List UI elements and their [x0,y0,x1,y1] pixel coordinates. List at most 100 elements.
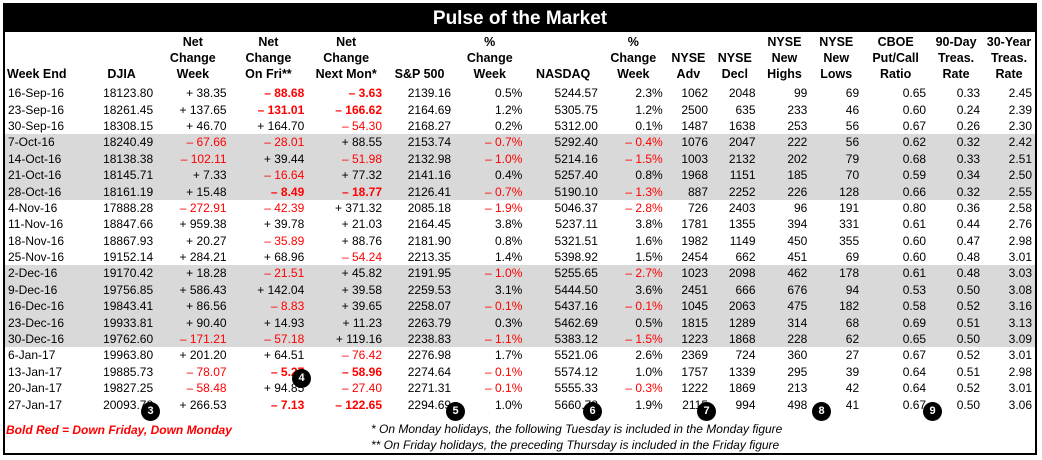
table-cell: 213 [787,381,808,396]
column-header: NYSE New Lows [810,32,862,85]
table-cell: 1.0% [635,364,663,379]
page-title: Pulse of the Market [5,5,1035,32]
badge-8: 8 [812,402,831,421]
table-cell: 2098 [711,265,759,282]
column-header: % Change Week [601,32,666,85]
table-cell: 0.52 [956,348,981,363]
table-cell: 0.50 [956,397,981,412]
table-cell: 0.8% [495,233,523,248]
column-header-line: New [823,51,850,65]
table-cell: 5046.37 [554,200,598,215]
column-header-line: Next Mon* [315,67,377,81]
table-cell: – 131.01 [257,102,305,117]
table-cell: 662 [735,250,756,265]
table-cell: 0.61 [862,265,930,282]
badge-7: 7 [697,402,716,421]
table-cell: + 90.40 [156,314,230,331]
table-cell: 0.60 [902,233,927,248]
table-cell: 1076 [665,134,712,151]
table-cell: 0.33 [956,86,981,101]
column-header: NYSE Adv [666,32,711,85]
table-cell: 0.53 [862,281,930,299]
table-cell: + 14.93 [229,314,308,331]
table-cell: 5321.51 [554,233,598,248]
table-cell: 394 [787,217,808,232]
column-header-line: 90-Day [935,35,977,49]
table-cell: – 28.01 [229,134,308,151]
table-cell: 1339 [728,364,756,379]
table-cell: 18261.45 [103,102,154,117]
table-cell: + 959.38 [179,217,227,232]
table-cell: 23-Sep-16 [8,102,65,117]
footnote-friday: ** On Friday holidays, the preceding Thu… [371,438,780,452]
table-cell: 5574.12 [554,364,598,379]
table-cell: 1.0% [495,397,523,412]
table-cell: 0.1% [635,118,663,133]
table-cell: 94 [810,281,863,299]
table-cell: 2153.74 [385,134,455,151]
table-cell: 3.1% [454,281,526,299]
table-cell: 2.50 [983,166,1035,184]
table-cell: 676 [758,281,811,299]
table-cell: 1222 [681,381,709,396]
table-cell: 5237.11 [555,217,598,232]
table-cell: – 1.3% [600,183,666,200]
table-cell: – 67.66 [156,134,230,151]
column-header: Net Change On Fri** [230,32,308,85]
table-cell: 2126.41 [385,183,455,200]
table-cell: 18138.38 [87,150,157,167]
column-header: S&P 500 [385,32,454,85]
table-cell: 1868 [711,330,759,348]
table-cell: 1.2% [495,102,523,117]
table-cell: 0.60 [902,250,927,265]
table-cell: 2454 [681,250,709,265]
table-cell: 222 [758,134,811,151]
table-cell: 3.06 [1008,397,1032,412]
table-cell: 0.64 [902,364,927,379]
table-cell: – 0.1% [485,364,523,379]
column-header: NASDAQ [525,32,601,85]
market-table-frame: Pulse of the Market Week End DJIA Net Chang… [3,3,1037,455]
table-cell: 2294.69 [407,397,452,412]
table-cell: + 201.20 [179,348,227,363]
table-cell: 18-Nov-16 [8,233,65,248]
table-row: 28-Oct-16 18161.19 + 15.48– 8.49– 18.77 212… [5,183,1035,200]
table-cell: + 64.51 [263,348,305,363]
table-cell: 30-Dec-16 [5,330,88,348]
table-cell: 25-Nov-16 [8,250,65,265]
table-cell: 1.4% [495,250,523,265]
column-header-line: Week [176,67,210,81]
table-cell: 2181.90 [407,233,452,248]
table-cell: 19827.25 [103,381,154,396]
table-cell: + 164.70 [257,118,305,133]
table-cell: 19933.81 [87,314,157,331]
table-cell: + 20.27 [186,233,227,248]
table-cell: 1487 [681,118,709,133]
table-cell: 726 [688,200,709,215]
column-header-line: NYSE [819,35,854,49]
table-cell: 314 [758,314,811,331]
table-cell: 0.33 [929,150,984,167]
column-header-line: Week [617,67,650,81]
table-cell: 0.64 [902,381,927,396]
column-header: Net Change Week [156,32,229,85]
table-row: 21-Oct-16 18145.71 + 7.33– 16.64 + 77.32 214… [5,166,1035,184]
table-cell: – 0.3% [625,381,663,396]
table-cell: – 0.7% [454,134,526,151]
table-cell: 2.6% [635,348,663,363]
table-cell: – 2.7% [600,265,666,282]
column-header-line: Net [336,35,357,49]
table-cell: 0.3% [454,314,526,331]
table-row: 23-Sep-16 18261.45 + 137.65 – 131.01 – 166.6… [5,101,1035,117]
table-cell: – 3.63 [348,86,383,101]
table-cell: 462 [758,265,811,282]
column-header-line: NASDAQ [536,67,591,81]
table-cell: 0.4% [454,166,526,184]
table-cell: 3.8% [495,217,523,232]
table-row: 30-Sep-16 18308.15 + 46.70 + 164.70 – 54.30 2… [5,118,1035,134]
table-row: 14-Oct-16 18138.38– 102.11 + 39.44– 51.98 2… [5,150,1035,167]
table-cell: 2.42 [983,134,1035,151]
table-cell: 2132 [711,150,759,167]
table-cell: – 58.96 [341,364,383,379]
table-cell: + 21.03 [341,217,383,232]
